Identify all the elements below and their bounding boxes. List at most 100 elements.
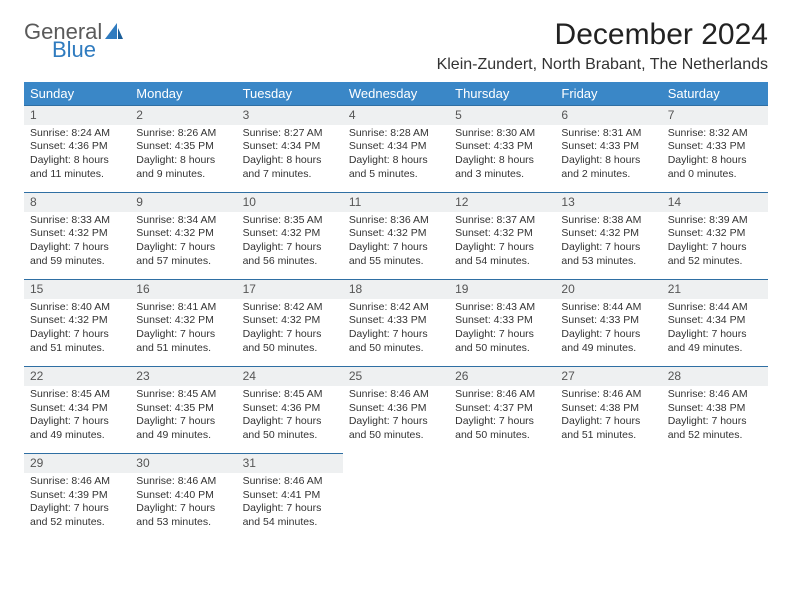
calendar-table: Sunday Monday Tuesday Wednesday Thursday… (24, 82, 768, 541)
daylight-line: Daylight: 7 hours and 52 minutes. (668, 415, 762, 442)
sunrise-line: Sunrise: 8:46 AM (561, 388, 655, 402)
sunset-line: Sunset: 4:33 PM (668, 140, 762, 154)
sunset-line: Sunset: 4:33 PM (561, 140, 655, 154)
location: Klein-Zundert, North Brabant, The Nether… (437, 56, 768, 74)
daylight-line: Daylight: 7 hours and 49 minutes. (136, 415, 230, 442)
day-number-cell: 19 (449, 280, 555, 299)
sunrise-line: Sunrise: 8:36 AM (349, 214, 443, 228)
weekday-header: Tuesday (237, 82, 343, 106)
day-number-cell: 4 (343, 106, 449, 125)
day-data-cell: Sunrise: 8:32 AMSunset: 4:33 PMDaylight:… (662, 125, 768, 193)
daylight-line: Daylight: 7 hours and 50 minutes. (455, 415, 549, 442)
day-number-cell: 29 (24, 454, 130, 473)
day-data-cell: Sunrise: 8:46 AMSunset: 4:39 PMDaylight:… (24, 473, 130, 541)
daylight-line: Daylight: 8 hours and 11 minutes. (30, 154, 124, 181)
sunset-line: Sunset: 4:32 PM (349, 227, 443, 241)
daylight-line: Daylight: 8 hours and 7 minutes. (243, 154, 337, 181)
day-number-cell: 23 (130, 367, 236, 386)
sunrise-line: Sunrise: 8:30 AM (455, 127, 549, 141)
day-number-cell (555, 454, 661, 473)
weekday-header: Monday (130, 82, 236, 106)
day-number-cell: 25 (343, 367, 449, 386)
sunrise-line: Sunrise: 8:24 AM (30, 127, 124, 141)
sunrise-line: Sunrise: 8:46 AM (243, 475, 337, 489)
day-data-cell: Sunrise: 8:26 AMSunset: 4:35 PMDaylight:… (130, 125, 236, 193)
sunrise-line: Sunrise: 8:45 AM (243, 388, 337, 402)
day-number-row: 293031 (24, 454, 768, 473)
sunset-line: Sunset: 4:33 PM (455, 314, 549, 328)
day-number-cell: 10 (237, 193, 343, 212)
daylight-line: Daylight: 7 hours and 57 minutes. (136, 241, 230, 268)
sunrise-line: Sunrise: 8:46 AM (455, 388, 549, 402)
day-data-cell: Sunrise: 8:34 AMSunset: 4:32 PMDaylight:… (130, 212, 236, 280)
daylight-line: Daylight: 7 hours and 51 minutes. (30, 328, 124, 355)
day-number-cell: 27 (555, 367, 661, 386)
sunset-line: Sunset: 4:32 PM (243, 314, 337, 328)
sunrise-line: Sunrise: 8:31 AM (561, 127, 655, 141)
day-number-cell: 28 (662, 367, 768, 386)
day-number-cell: 8 (24, 193, 130, 212)
day-data-cell: Sunrise: 8:45 AMSunset: 4:36 PMDaylight:… (237, 386, 343, 454)
sunrise-line: Sunrise: 8:27 AM (243, 127, 337, 141)
day-number-row: 891011121314 (24, 193, 768, 212)
sunrise-line: Sunrise: 8:46 AM (349, 388, 443, 402)
sunrise-line: Sunrise: 8:42 AM (243, 301, 337, 315)
header: General Blue December 2024 Klein-Zundert… (24, 18, 768, 74)
day-data-cell: Sunrise: 8:42 AMSunset: 4:33 PMDaylight:… (343, 299, 449, 367)
daylight-line: Daylight: 7 hours and 56 minutes. (243, 241, 337, 268)
sunrise-line: Sunrise: 8:38 AM (561, 214, 655, 228)
day-data-row: Sunrise: 8:24 AMSunset: 4:36 PMDaylight:… (24, 125, 768, 193)
daylight-line: Daylight: 7 hours and 50 minutes. (243, 415, 337, 442)
daylight-line: Daylight: 7 hours and 50 minutes. (455, 328, 549, 355)
sunset-line: Sunset: 4:39 PM (30, 489, 124, 503)
day-number-cell: 14 (662, 193, 768, 212)
sunrise-line: Sunrise: 8:33 AM (30, 214, 124, 228)
day-data-cell: Sunrise: 8:24 AMSunset: 4:36 PMDaylight:… (24, 125, 130, 193)
day-number-cell (343, 454, 449, 473)
day-data-cell (449, 473, 555, 541)
daylight-line: Daylight: 7 hours and 49 minutes. (561, 328, 655, 355)
daylight-line: Daylight: 7 hours and 51 minutes. (136, 328, 230, 355)
sunrise-line: Sunrise: 8:39 AM (668, 214, 762, 228)
sunset-line: Sunset: 4:34 PM (30, 402, 124, 416)
day-number-cell: 7 (662, 106, 768, 125)
day-number-cell (662, 454, 768, 473)
day-data-cell: Sunrise: 8:35 AMSunset: 4:32 PMDaylight:… (237, 212, 343, 280)
daylight-line: Daylight: 7 hours and 49 minutes. (668, 328, 762, 355)
day-number-cell: 2 (130, 106, 236, 125)
sunset-line: Sunset: 4:32 PM (136, 314, 230, 328)
day-data-cell: Sunrise: 8:27 AMSunset: 4:34 PMDaylight:… (237, 125, 343, 193)
day-data-cell: Sunrise: 8:46 AMSunset: 4:38 PMDaylight:… (555, 386, 661, 454)
day-data-cell: Sunrise: 8:40 AMSunset: 4:32 PMDaylight:… (24, 299, 130, 367)
daylight-line: Daylight: 8 hours and 2 minutes. (561, 154, 655, 181)
day-number-cell: 31 (237, 454, 343, 473)
weekday-header: Sunday (24, 82, 130, 106)
brand-text: General Blue (24, 22, 124, 60)
sunrise-line: Sunrise: 8:45 AM (30, 388, 124, 402)
day-data-cell: Sunrise: 8:46 AMSunset: 4:36 PMDaylight:… (343, 386, 449, 454)
page-title: December 2024 (437, 18, 768, 52)
day-number-cell: 11 (343, 193, 449, 212)
daylight-line: Daylight: 7 hours and 50 minutes. (349, 415, 443, 442)
day-data-row: Sunrise: 8:33 AMSunset: 4:32 PMDaylight:… (24, 212, 768, 280)
day-data-row: Sunrise: 8:46 AMSunset: 4:39 PMDaylight:… (24, 473, 768, 541)
day-number-cell: 18 (343, 280, 449, 299)
daylight-line: Daylight: 7 hours and 49 minutes. (30, 415, 124, 442)
sunset-line: Sunset: 4:34 PM (243, 140, 337, 154)
daylight-line: Daylight: 7 hours and 55 minutes. (349, 241, 443, 268)
sunrise-line: Sunrise: 8:42 AM (349, 301, 443, 315)
sunset-line: Sunset: 4:40 PM (136, 489, 230, 503)
sunset-line: Sunset: 4:33 PM (561, 314, 655, 328)
sunrise-line: Sunrise: 8:45 AM (136, 388, 230, 402)
day-number-cell: 24 (237, 367, 343, 386)
brand-line2: Blue (52, 40, 124, 60)
sunrise-line: Sunrise: 8:44 AM (668, 301, 762, 315)
sunset-line: Sunset: 4:37 PM (455, 402, 549, 416)
daylight-line: Daylight: 7 hours and 54 minutes. (455, 241, 549, 268)
day-number-cell: 1 (24, 106, 130, 125)
sunrise-line: Sunrise: 8:32 AM (668, 127, 762, 141)
day-data-cell: Sunrise: 8:45 AMSunset: 4:35 PMDaylight:… (130, 386, 236, 454)
day-number-row: 15161718192021 (24, 280, 768, 299)
sunrise-line: Sunrise: 8:41 AM (136, 301, 230, 315)
sunrise-line: Sunrise: 8:44 AM (561, 301, 655, 315)
